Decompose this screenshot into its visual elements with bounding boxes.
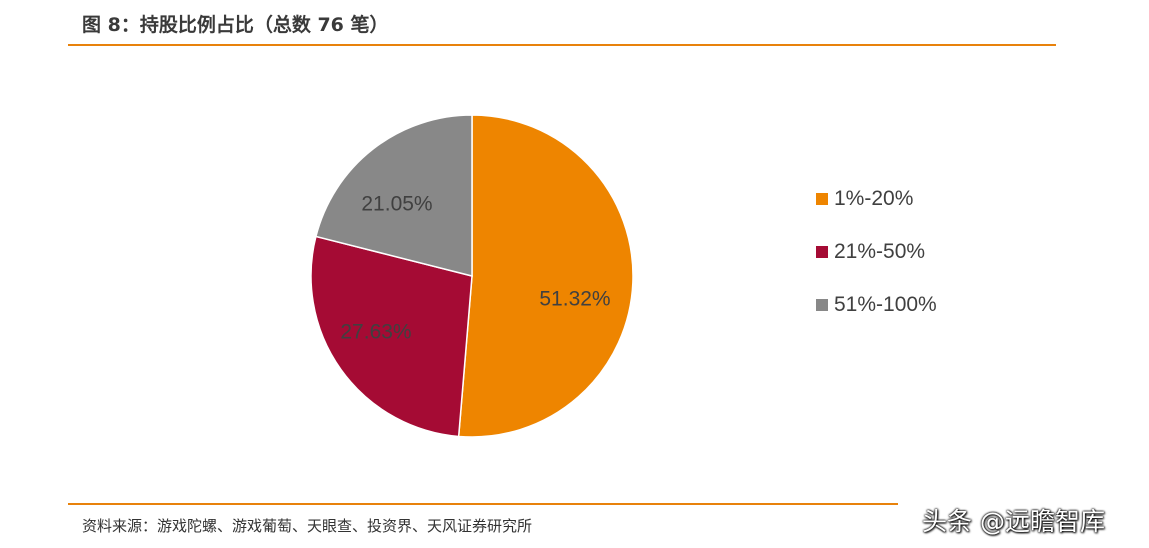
slice-label-2: 27.63%	[340, 321, 411, 344]
slice-label-1: 51.32%	[539, 288, 610, 311]
legend-item-3: 51%-100%	[816, 278, 937, 331]
watermark: 头条 @远瞻智库	[922, 507, 1105, 536]
pie-slice-1	[457, 114, 634, 438]
pie-slice-3	[315, 114, 473, 277]
slice-label-3: 21.05%	[361, 193, 432, 216]
chart-legend: 1%-20% 21%-50% 51%-100%	[816, 172, 937, 331]
legend-swatch-2	[816, 245, 828, 258]
legend-label-3: 51%-100%	[834, 292, 937, 316]
legend-swatch-1	[816, 192, 828, 205]
source-note: 资料来源：游戏陀螺、游戏葡萄、天眼查、投资界、天风证券研究所	[82, 517, 533, 535]
header-divider	[68, 44, 1056, 46]
legend-item-1: 1%-20%	[816, 172, 937, 225]
footer-divider	[68, 503, 898, 505]
pie-slice-2	[310, 235, 473, 438]
chart-title: 图 8：持股比例占比（总数 76 笔）	[82, 14, 389, 36]
legend-swatch-3	[816, 298, 828, 311]
legend-label-2: 21%-50%	[834, 239, 926, 263]
legend-item-2: 21%-50%	[816, 225, 937, 278]
legend-label-1: 1%-20%	[834, 186, 914, 210]
